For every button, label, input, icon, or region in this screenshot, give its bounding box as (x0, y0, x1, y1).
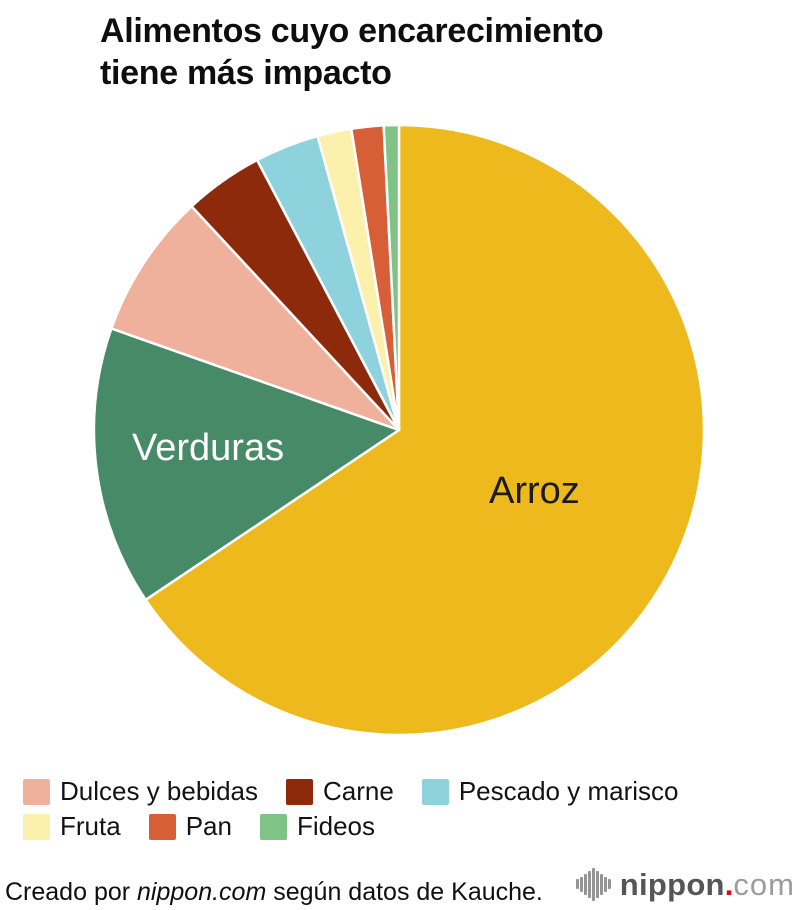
soundwave-bars-icon (576, 867, 611, 901)
pie-label-verduras: Verduras (132, 427, 285, 469)
legend-swatch-icon (421, 778, 449, 805)
pie-label-arroz: Arroz (489, 470, 580, 512)
pie-slice-verduras (92, 327, 401, 602)
pie-chart (91, 122, 707, 738)
legend-label: Carne (323, 776, 394, 806)
legend-label: Pan (185, 811, 232, 841)
legend-item-fruta: Fruta (23, 811, 121, 842)
legend-swatch-icon (148, 813, 176, 840)
pie-chart-svg (92, 123, 706, 737)
legend-row-2: Fruta Pan Fideos (23, 811, 375, 842)
legend-swatch-icon (23, 813, 50, 840)
legend-row-1: Dulces y bebidas Carne Pescado y marisco (23, 776, 678, 807)
credit-prefix: Creado por (5, 878, 138, 906)
source-credit: Creado por nippon.com según datos de Kau… (5, 878, 543, 907)
legend-item-pescado-y-marisco: Pescado y marisco (421, 776, 679, 807)
chart-title-line-2: tiene más impacto (100, 54, 392, 92)
legend-item-fideos: Fideos (259, 811, 375, 842)
legend-item-carne: Carne (286, 776, 394, 807)
logo-wordmark: nippon. com (620, 869, 795, 900)
pie-slice-arroz (144, 123, 706, 737)
legend-swatch-icon (259, 813, 287, 840)
logo-com-text: com (733, 866, 795, 902)
legend-label: Fruta (60, 811, 121, 841)
pie-slice-fideos (382, 123, 401, 432)
legend-label: Fideos (296, 811, 375, 841)
legend-label: Pescado y marisco (458, 776, 679, 806)
chart-title: Alimentos cuyo encarecimiento tiene más … (100, 10, 760, 94)
credit-source: nippon.com (137, 878, 267, 906)
credit-suffix: según datos de Kauche. (266, 878, 543, 906)
chart-title-line-1: Alimentos cuyo encarecimiento (100, 12, 604, 50)
nippon-com-logo: nippon. com (576, 862, 795, 906)
legend-label: Dulces y bebidas (60, 776, 258, 806)
legend-item-pan: Pan (148, 811, 232, 842)
logo-dot: . (724, 866, 734, 902)
legend-swatch-icon (23, 778, 50, 805)
logo-nippon-text: nippon (619, 866, 725, 902)
legend-swatch-icon (286, 778, 313, 805)
legend-item-dulces-y-bebidas: Dulces y bebidas (23, 776, 258, 807)
pie-slice-dulces-y-bebidas (110, 205, 401, 432)
